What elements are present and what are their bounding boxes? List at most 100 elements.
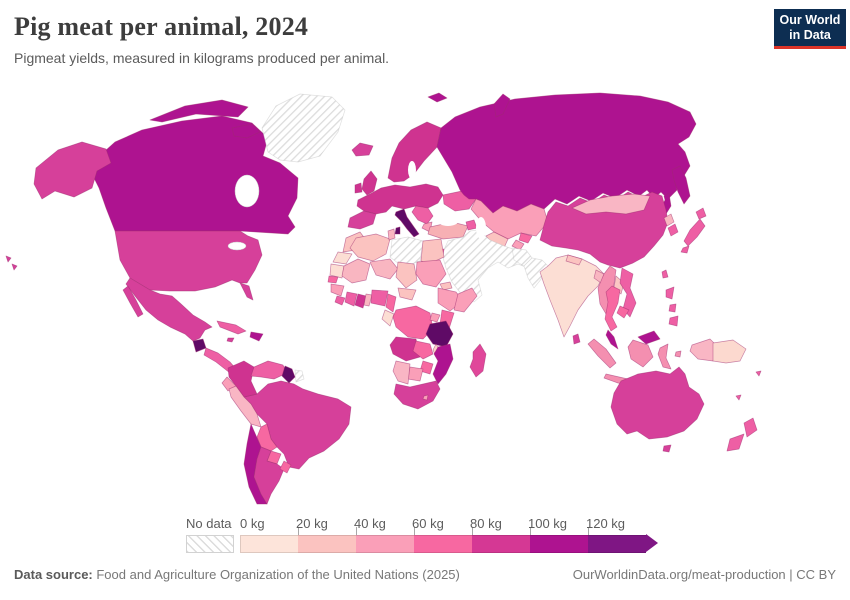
country-w-sahara[interactable] xyxy=(332,251,353,265)
country-russia[interactable] xyxy=(493,93,511,118)
country-indonesia[interactable] xyxy=(657,343,672,370)
country-guinea[interactable] xyxy=(330,283,345,297)
country-malaysia[interactable] xyxy=(637,330,661,345)
country-cote-divoire[interactable] xyxy=(344,291,358,307)
credit-line[interactable]: OurWorldinData.org/meat-production | CC … xyxy=(572,567,836,582)
country-balkans[interactable] xyxy=(411,205,434,225)
no-data-swatch[interactable] xyxy=(186,535,234,553)
country-guatemala[interactable] xyxy=(192,338,207,353)
country-senegal[interactable] xyxy=(327,275,339,284)
country-new-caledonia[interactable] xyxy=(735,394,742,401)
country-namibia[interactable] xyxy=(392,360,411,385)
country-australia[interactable] xyxy=(662,444,672,453)
country-south-africa[interactable] xyxy=(393,380,441,410)
country-peru[interactable] xyxy=(228,385,262,428)
country-libya[interactable] xyxy=(389,236,424,268)
country-japan[interactable] xyxy=(683,218,706,247)
country-car[interactable] xyxy=(397,287,417,301)
country-middle-east[interactable] xyxy=(441,229,535,303)
country-malaysia[interactable] xyxy=(605,329,619,350)
country-tunisia[interactable] xyxy=(387,228,396,241)
country-mexico[interactable] xyxy=(122,285,144,318)
country-south-korea[interactable] xyxy=(667,223,679,237)
country-brazil[interactable] xyxy=(243,380,352,470)
country-italy[interactable] xyxy=(394,226,401,235)
legend-segment-6[interactable] xyxy=(588,535,646,553)
country-new-zealand[interactable] xyxy=(743,417,758,438)
country-svalbard[interactable] xyxy=(427,92,448,103)
country-eritrea[interactable] xyxy=(439,281,453,291)
country-colombia[interactable] xyxy=(227,360,258,398)
country-mozambique[interactable] xyxy=(432,343,454,385)
country-chad[interactable] xyxy=(395,261,418,289)
country-nepal[interactable] xyxy=(565,254,583,266)
country-greenland[interactable] xyxy=(261,93,346,163)
country-indonesia[interactable] xyxy=(674,350,682,358)
country-russia[interactable] xyxy=(671,165,691,205)
country-philippines[interactable] xyxy=(665,286,675,300)
country-iberia[interactable] xyxy=(347,210,377,230)
country-taiwan[interactable] xyxy=(661,269,669,279)
country-jamaica[interactable] xyxy=(226,337,235,343)
country-uganda[interactable] xyxy=(429,312,441,323)
country-somalia[interactable] xyxy=(453,287,478,313)
country-uruguay[interactable] xyxy=(279,460,292,474)
country-canada[interactable] xyxy=(149,99,249,123)
country-mongolia[interactable] xyxy=(571,193,651,215)
country-cambodia[interactable] xyxy=(616,305,630,319)
country-drc[interactable] xyxy=(392,305,434,340)
country-iceland[interactable] xyxy=(351,142,374,157)
country-japan[interactable] xyxy=(695,207,707,220)
country-cuba[interactable] xyxy=(216,320,247,335)
country-nigeria[interactable] xyxy=(370,289,389,307)
country-new-zealand[interactable] xyxy=(726,433,745,452)
country-botswana[interactable] xyxy=(407,366,424,382)
country-philippines[interactable] xyxy=(668,303,677,313)
country-japan[interactable] xyxy=(680,245,690,254)
country-thailand[interactable] xyxy=(604,285,621,332)
country-guyana[interactable] xyxy=(281,365,296,384)
country-india[interactable] xyxy=(539,254,605,338)
country-lesotho[interactable] xyxy=(422,394,429,401)
country-caucasus[interactable] xyxy=(465,219,478,231)
country-egypt[interactable] xyxy=(420,238,445,265)
country-fiji[interactable] xyxy=(755,370,762,377)
country-madagascar[interactable] xyxy=(469,343,487,378)
country-sierra-liberia[interactable] xyxy=(334,295,346,306)
country-zimbabwe[interactable] xyxy=(419,360,434,375)
country-sudan[interactable] xyxy=(415,259,447,288)
legend-segment-5[interactable] xyxy=(530,535,588,553)
country-ireland[interactable] xyxy=(354,182,363,194)
country-ghana[interactable] xyxy=(354,293,367,309)
legend-segment-3[interactable] xyxy=(414,535,472,553)
country-mauritania[interactable] xyxy=(329,263,345,279)
country-niger[interactable] xyxy=(369,258,399,280)
country-mexico[interactable] xyxy=(125,277,213,342)
country-kyrgyzstan[interactable] xyxy=(518,232,533,244)
country-togo-benin[interactable] xyxy=(363,293,373,307)
country-australia[interactable] xyxy=(610,366,705,440)
country-gabon-congo[interactable] xyxy=(381,309,395,327)
country-argentina[interactable] xyxy=(253,446,285,505)
country-usa[interactable] xyxy=(239,282,254,301)
country-suriname[interactable] xyxy=(294,369,305,383)
legend-segment-2[interactable] xyxy=(356,535,414,553)
country-cameroon[interactable] xyxy=(385,293,397,313)
legend-segment-0[interactable] xyxy=(240,535,299,553)
owid-logo[interactable]: Our World in Data xyxy=(774,9,846,49)
country-png[interactable] xyxy=(712,339,747,364)
country-usa[interactable] xyxy=(33,141,112,200)
country-usa[interactable] xyxy=(5,255,12,263)
country-sri-lanka[interactable] xyxy=(572,333,581,345)
country-north-korea[interactable] xyxy=(663,213,675,227)
country-hispaniola[interactable] xyxy=(249,331,264,342)
legend-segment-4[interactable] xyxy=(472,535,530,553)
country-indonesia[interactable] xyxy=(627,339,654,368)
country-philippines[interactable] xyxy=(668,315,679,327)
country-canada[interactable] xyxy=(231,123,261,139)
legend-segment-1[interactable] xyxy=(298,535,356,553)
country-angola[interactable] xyxy=(389,336,421,362)
country-usa[interactable] xyxy=(11,263,18,271)
country-indonesia[interactable] xyxy=(587,338,617,369)
country-vietnam[interactable] xyxy=(619,267,637,318)
